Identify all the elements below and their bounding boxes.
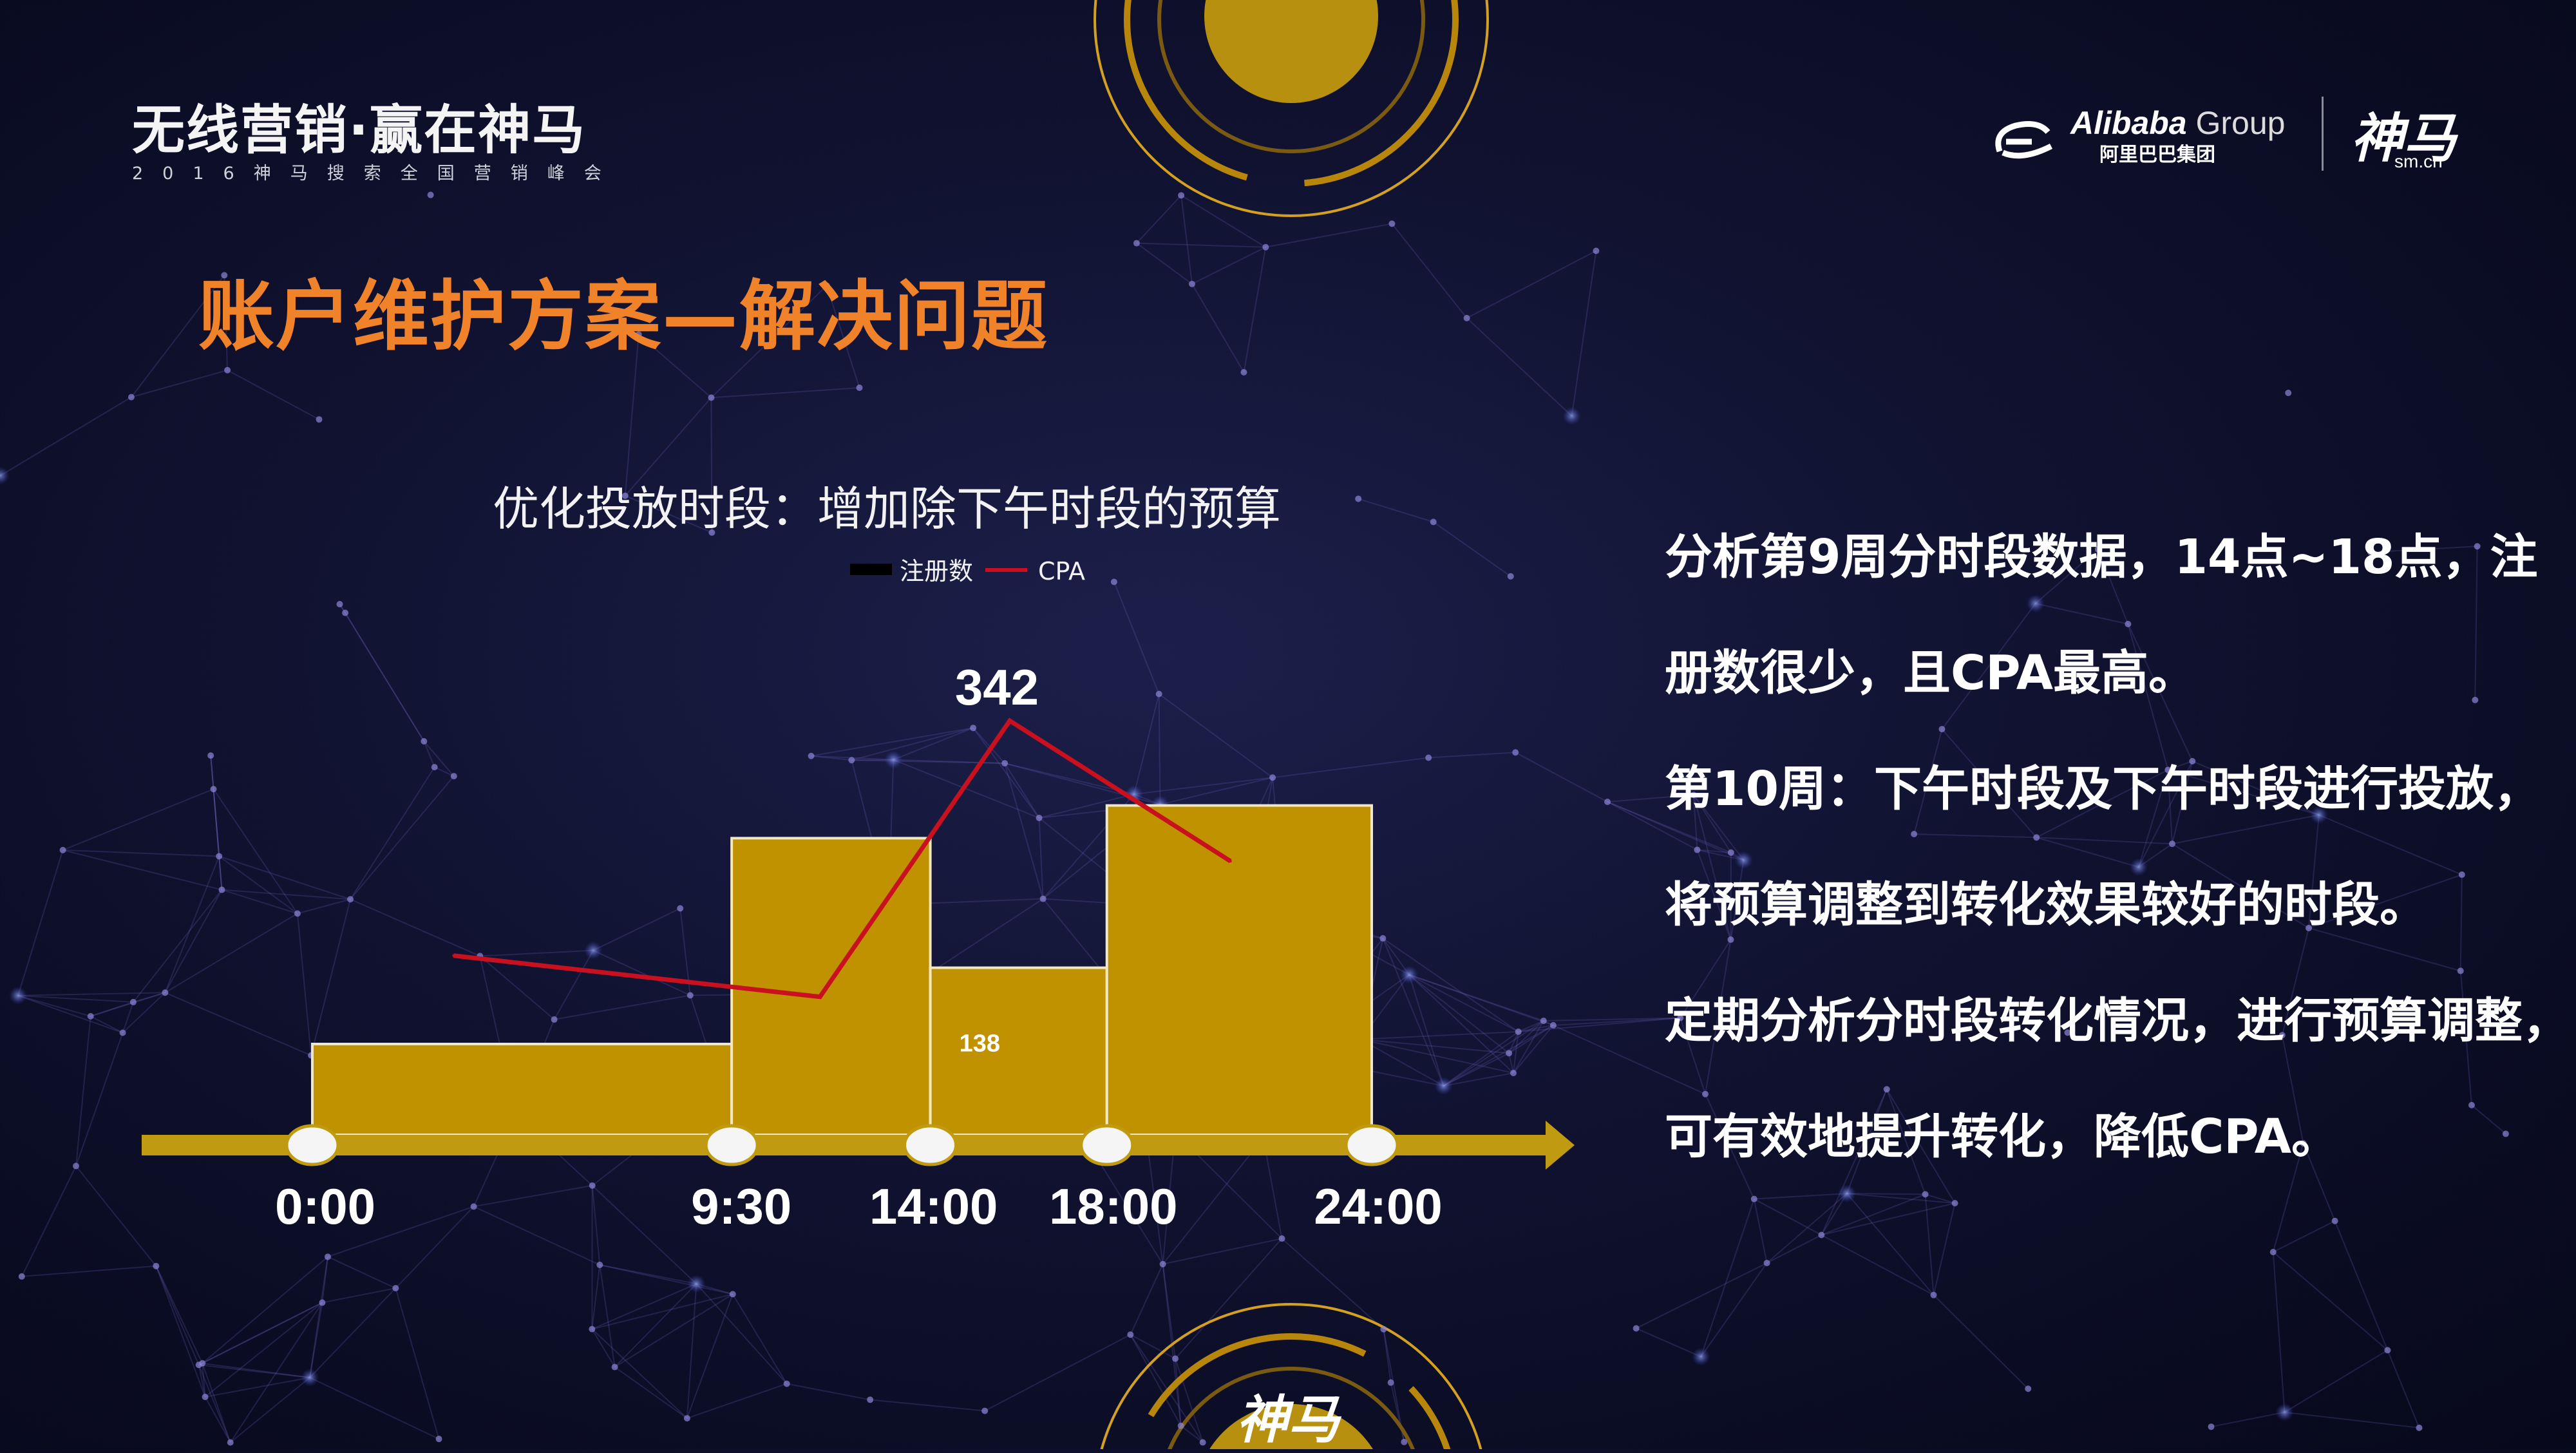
analysis-line-3: 第10周：下午时段及下午时段进行投放， xyxy=(1665,754,2566,869)
x-tick-marker-2 xyxy=(905,1126,956,1164)
x-tick-label-1: 9:30 xyxy=(691,1178,791,1235)
legend-label-bar: 注册数 xyxy=(900,557,973,585)
x-tick-label-4: 24:00 xyxy=(1314,1178,1443,1235)
chart-title: 优化投放时段：增加除下午时段的预算 xyxy=(493,482,1281,536)
cpa-data-label: 342 xyxy=(955,659,1039,716)
cpa-point-1 xyxy=(819,996,821,998)
x-tick-label-3: 18:00 xyxy=(1049,1178,1178,1235)
bar-0 xyxy=(312,1044,732,1135)
x-axis-arrow xyxy=(1546,1121,1575,1170)
analysis-text: 分析第9周分时段数据，14点~18点，注 册数很少，且CPA最高。 第10周：下… xyxy=(1665,522,2566,1217)
analysis-line-5: 定期分析分时段转化情况，进行预算调整， xyxy=(1665,985,2566,1101)
cpa-point-3 xyxy=(1229,860,1232,862)
x-tick-marker-1 xyxy=(706,1126,757,1164)
bar-series xyxy=(312,806,1372,1135)
bar-data-label: 138 xyxy=(960,1030,1000,1058)
x-tick-label-2: 14:00 xyxy=(869,1178,998,1235)
analysis-line-2: 册数很少，且CPA最高。 xyxy=(1665,638,2566,754)
x-tick-marker-4 xyxy=(1346,1126,1397,1164)
cpa-point-2 xyxy=(1009,719,1011,722)
bar-2 xyxy=(931,968,1107,1135)
x-tick-marker-3 xyxy=(1081,1126,1133,1164)
x-axis: 0:00 9:30 14:00 18:00 24:00 xyxy=(142,1121,1575,1235)
chart-legend: 注册数 CPA xyxy=(850,557,1085,585)
x-tick-marker-0 xyxy=(287,1126,338,1164)
analysis-line-1: 分析第9周分时段数据，14点~18点，注 xyxy=(1665,522,2566,638)
cpa-point-0 xyxy=(452,954,455,957)
legend-swatch-bar xyxy=(850,564,892,575)
x-tick-label-0: 0:00 xyxy=(275,1178,375,1235)
x-axis-line xyxy=(142,1135,1552,1155)
bar-3 xyxy=(1107,806,1372,1135)
analysis-line-4: 将预算调整到转化效果较好的时段。 xyxy=(1665,869,2566,985)
footer-logo: 神马 xyxy=(1236,1378,1340,1453)
legend-label-line: CPA xyxy=(1038,557,1085,585)
analysis-line-6: 可有效地提升转化，降低CPA。 xyxy=(1665,1101,2566,1217)
